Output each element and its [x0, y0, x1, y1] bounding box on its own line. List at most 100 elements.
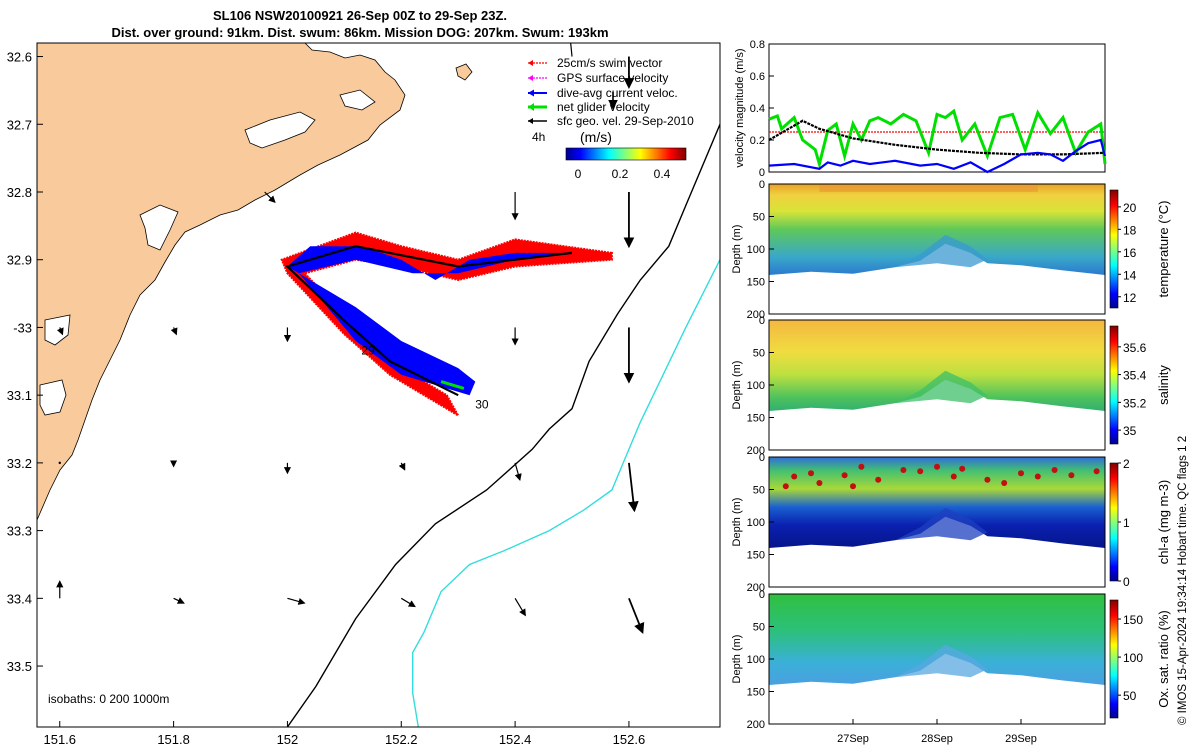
day-labels: 29 30 [361, 344, 489, 412]
chl-max-point [791, 473, 798, 480]
section-ytick-label: 150 [747, 277, 765, 289]
warm-surface-layer [819, 184, 1038, 192]
section-ytick-label: 50 [753, 485, 765, 497]
section-dome-chl [895, 507, 988, 541]
sfc-vector [514, 462, 522, 482]
velocity-series-1 [768, 108, 1107, 170]
map-ytick-label: 33.1 [7, 388, 32, 403]
legend-item-gps: GPS surface velocity [528, 71, 668, 85]
section-dome-temp [895, 234, 988, 268]
sfc-vector [400, 597, 416, 608]
chl-max-point [934, 463, 940, 470]
section-ytick-label: 200 [747, 309, 765, 321]
land-inlet-2 [139, 204, 179, 251]
chl-max-point [782, 483, 789, 490]
chl-max-point [959, 465, 966, 472]
section-ytick-label: 0 [759, 452, 765, 464]
date-tick-label: 29Sep [1005, 733, 1037, 745]
colorbar-label-chl: chl-a (mg m-3) [1156, 480, 1171, 565]
day-label-30: 30 [475, 398, 489, 412]
colorbar-tick-label: 20 [1123, 201, 1137, 215]
section-chl: 0 50 100 150 200 Depth (m) 0 1 2 chl-a (mg m-3) [731, 452, 1171, 594]
velocity-y-axis: 0 0.2 0.4 0.6 0.8 [750, 39, 774, 179]
sfc-vector [570, 43, 573, 57]
sfc-vector [628, 597, 645, 634]
section-ytick-label: 0 [759, 315, 765, 327]
section-ylabel: Depth (m) [731, 498, 743, 547]
section-fill-ox [769, 594, 1105, 685]
isobath-200m [286, 124, 720, 727]
land-inlet-1 [244, 111, 316, 149]
velocity-ytick-label: 0 [759, 167, 765, 179]
velocity-series-3 [768, 138, 1107, 174]
section-ox: 0 50 100 150 200 Depth (m) 50 100 150 Ox. sat. ra… [731, 589, 1171, 731]
section-dome-ox [895, 644, 988, 678]
section-ylabel: Depth (m) [731, 361, 743, 410]
legend-label-swim: 25cm/s swim vector [557, 56, 662, 70]
speed-colorbar [565, 147, 687, 161]
legend-label-net: net glider velocity [557, 100, 650, 114]
map-x-axis: 151.6 151.8 152 152.2 152.4 152.6 [43, 721, 645, 747]
sfc-vector [514, 598, 526, 617]
chl-max-point [950, 473, 957, 480]
section-ytick-label: 50 [753, 622, 765, 634]
map-ytick-label: 32.8 [7, 185, 32, 200]
chl-max-point [917, 468, 924, 475]
velocity-ytick-label: 0.2 [750, 135, 765, 147]
colorbar-tick-label: 12 [1123, 291, 1137, 305]
chl-max-point [858, 463, 865, 470]
chl-max-point [1001, 480, 1008, 486]
chl-max-point [900, 467, 907, 473]
legend-label-gps: GPS surface velocity [557, 71, 668, 85]
island [455, 63, 473, 81]
chl-max-point [850, 483, 856, 490]
time-scale-label: 4h [532, 130, 545, 144]
legend-item-swim: 25cm/s swim vector [528, 56, 662, 70]
map-ytick-label: 33.5 [7, 659, 32, 674]
sfc-vector [627, 462, 639, 513]
isobath-1000m [412, 259, 720, 727]
chart-title-line1: SL106 NSW20100921 26-Sep 00Z to 29-Sep 2… [212, 8, 508, 23]
colorbar-tick-label: 18 [1123, 223, 1137, 237]
velocity-ytick-label: 0.4 [750, 103, 765, 115]
velocity-series [768, 108, 1107, 174]
map-ytick-label: 33.2 [7, 456, 32, 471]
sfc-vector [398, 462, 406, 471]
section-ytick-label: 100 [747, 244, 765, 256]
section-ytick-label: 150 [747, 550, 765, 562]
colorbar-sal [1109, 325, 1119, 445]
section-temp: 0 50 100 150 200 Depth (m) 12 14 16 18 20 temperatu… [731, 179, 1171, 321]
map-legend: 25cm/s swim vector GPS surface velocity … [528, 56, 694, 181]
sfc-vector [170, 327, 178, 336]
colorbar-title: (m/s) [580, 129, 612, 145]
colorbar-tick-0: 0 [575, 167, 582, 181]
section-ylabel: Depth (m) [731, 225, 743, 274]
section-sal: 0 50 100 150 200 Depth (m) 35 35.2 35.4 35.6 salin… [731, 315, 1171, 457]
velocity-series-2 [768, 119, 1106, 156]
section-fill-temp [769, 184, 1105, 275]
map-xtick-label: 152.6 [613, 732, 646, 747]
map-xtick-label: 152.2 [385, 732, 418, 747]
chl-max-point [1068, 472, 1075, 479]
colorbar-tick-1: 0.2 [612, 167, 629, 181]
chart-title-line2: Dist. over ground: 91km. Dist. swum: 86k… [111, 25, 609, 40]
map-ytick-label: 33.4 [7, 591, 32, 606]
legend-item-current: dive-avg current veloc. [528, 86, 678, 100]
date-tick-label: 28Sep [921, 733, 953, 745]
section-ytick-label: 200 [747, 445, 765, 457]
section-ytick-label: 150 [747, 413, 765, 425]
map-ytick-label: 33.3 [7, 524, 32, 539]
colorbar-tick-label: 16 [1123, 246, 1137, 260]
land-inlet-4 [39, 379, 67, 416]
colorbar-chl [1109, 462, 1119, 582]
chl-max-point [841, 472, 848, 479]
legend-item-net: net glider velocity [528, 100, 650, 114]
isobath-label: isobaths: 0 200 1000m [48, 692, 169, 706]
day-label-29: 29 [361, 344, 375, 358]
chl-max-point [1093, 468, 1100, 475]
colorbar-tick-label: 35 [1123, 424, 1137, 438]
section-fill-chl [769, 457, 1105, 548]
surface-velocity-vectors [56, 43, 645, 727]
